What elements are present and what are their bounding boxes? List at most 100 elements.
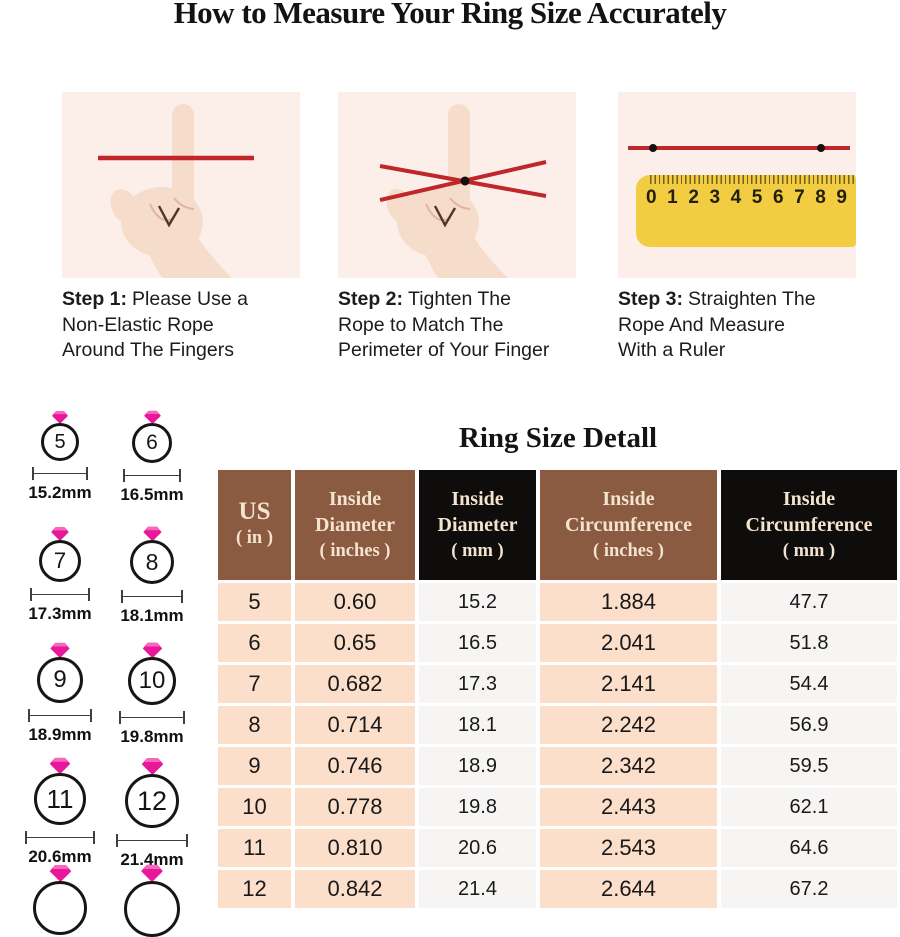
cell: 16.5 bbox=[419, 624, 536, 662]
rope-line bbox=[628, 146, 850, 150]
step2-illustration-panel bbox=[338, 92, 576, 278]
ring-size-item: 12 21.4mm bbox=[104, 757, 200, 870]
cell: 0.810 bbox=[295, 829, 415, 867]
cell: 67.2 bbox=[721, 870, 897, 908]
ring-size-item: 11 20.6mm bbox=[12, 757, 108, 867]
col-header-us: US ( in ) bbox=[218, 470, 291, 580]
rope-mark-dot bbox=[649, 144, 657, 152]
ring-size-number: 8 bbox=[130, 540, 174, 584]
cell: 59.5 bbox=[721, 747, 897, 785]
ring-diameter-label: 15.2mm bbox=[28, 483, 92, 502]
cell: 0.65 bbox=[295, 624, 415, 662]
step2-label: Step 2: bbox=[338, 288, 404, 310]
cell: 62.1 bbox=[721, 788, 897, 826]
ring-diameter-label: 19.8mm bbox=[120, 727, 184, 746]
hand-with-tightened-rope-icon bbox=[379, 104, 547, 278]
ring-diameter-label: 18.9mm bbox=[28, 725, 92, 744]
cell-us-6: 6 bbox=[218, 624, 291, 662]
ruler-ticks bbox=[650, 175, 854, 184]
step3-label: Step 3: bbox=[618, 288, 684, 310]
cell: 17.3 bbox=[419, 665, 536, 703]
cell-us-7: 7 bbox=[218, 665, 291, 703]
ring-size-number: 5 bbox=[41, 423, 79, 461]
cell: 2.041 bbox=[540, 624, 717, 662]
ring-size-number: 9 bbox=[37, 657, 83, 703]
col-header-inside-circumference-inches: Inside Circumference ( inches ) bbox=[540, 470, 717, 580]
diamond-icon bbox=[51, 527, 69, 541]
ring-circle bbox=[124, 881, 180, 937]
diamond-icon bbox=[141, 757, 163, 776]
measure-bracket bbox=[121, 590, 183, 603]
col-header-inside-diameter-mm: Inside Diameter ( mm ) bbox=[419, 470, 536, 580]
ring-size-item: 5 15.2mm bbox=[12, 410, 108, 503]
measure-bracket bbox=[30, 588, 90, 601]
cell-us-5: 5 bbox=[218, 583, 291, 621]
ring-size-number: 6 bbox=[132, 423, 172, 463]
step1-caption: Step 1: Please Use a Non-Elastic Rope Aro… bbox=[62, 288, 248, 361]
ring-size-item: 6 16.5mm bbox=[104, 410, 200, 505]
cell: 56.9 bbox=[721, 706, 897, 744]
rope-mark-dot bbox=[817, 144, 825, 152]
cell: 54.4 bbox=[721, 665, 897, 703]
ring-size-number: 10 bbox=[128, 657, 176, 705]
measure-bracket bbox=[119, 711, 185, 724]
cell: 2.242 bbox=[540, 706, 717, 744]
diamond-icon bbox=[143, 410, 161, 425]
cell: 2.543 bbox=[540, 829, 717, 867]
ring-size-item: 10 19.8mm bbox=[104, 642, 200, 747]
cell: 2.141 bbox=[540, 665, 717, 703]
diamond-icon bbox=[142, 642, 162, 659]
ring-size-item-partial bbox=[104, 864, 200, 937]
col-header-inside-diameter-inches: Inside Diameter ( inches ) bbox=[295, 470, 415, 580]
cell: 19.8 bbox=[419, 788, 536, 826]
ring-size-number: 12 bbox=[125, 774, 179, 828]
cell: 20.6 bbox=[419, 829, 536, 867]
ring-size-table: US ( in ) Inside Diameter ( inches ) Ins… bbox=[218, 470, 897, 908]
ring-diameter-label: 20.6mm bbox=[28, 847, 92, 866]
step1-label: Step 1: bbox=[62, 288, 128, 310]
cell: 0.682 bbox=[295, 665, 415, 703]
ring-circle bbox=[33, 881, 87, 935]
measure-bracket bbox=[28, 709, 92, 722]
diamond-icon bbox=[50, 642, 70, 659]
measure-bracket bbox=[32, 467, 88, 480]
diamond-icon bbox=[141, 864, 163, 883]
measure-bracket bbox=[116, 834, 188, 847]
cell-us-12: 12 bbox=[218, 870, 291, 908]
ring-size-item: 8 18.1mm bbox=[104, 526, 200, 626]
diamond-icon bbox=[52, 411, 68, 424]
cell: 21.4 bbox=[419, 870, 536, 908]
ring-size-number: 11 bbox=[34, 773, 86, 825]
step1-illustration-panel bbox=[62, 92, 300, 278]
hand-with-rope-icon bbox=[98, 104, 254, 278]
cell: 18.9 bbox=[419, 747, 536, 785]
cell-us-10: 10 bbox=[218, 788, 291, 826]
diamond-icon bbox=[142, 526, 162, 542]
cell-us-9: 9 bbox=[218, 747, 291, 785]
ring-size-item: 9 18.9mm bbox=[12, 642, 108, 745]
cell: 2.342 bbox=[540, 747, 717, 785]
ring-diameter-label: 21.4mm bbox=[120, 850, 184, 869]
cell: 2.644 bbox=[540, 870, 717, 908]
cell: 0.842 bbox=[295, 870, 415, 908]
diamond-icon bbox=[49, 864, 71, 883]
ring-diameter-label: 18.1mm bbox=[120, 606, 184, 625]
step3-caption: Step 3: Straighten The Rope And Measure W… bbox=[618, 288, 816, 361]
cell: 47.7 bbox=[721, 583, 897, 621]
cell-us-11: 11 bbox=[218, 829, 291, 867]
table-heading: Ring Size Detall bbox=[458, 422, 658, 454]
cell: 0.778 bbox=[295, 788, 415, 826]
cell: 0.60 bbox=[295, 583, 415, 621]
cell: 51.8 bbox=[721, 624, 897, 662]
measure-bracket bbox=[123, 469, 181, 482]
diamond-icon bbox=[49, 757, 71, 775]
cell-us-8: 8 bbox=[218, 706, 291, 744]
cell: 15.2 bbox=[419, 583, 536, 621]
cell: 0.746 bbox=[295, 747, 415, 785]
cell: 0.714 bbox=[295, 706, 415, 744]
cell: 2.443 bbox=[540, 788, 717, 826]
cell: 1.884 bbox=[540, 583, 717, 621]
